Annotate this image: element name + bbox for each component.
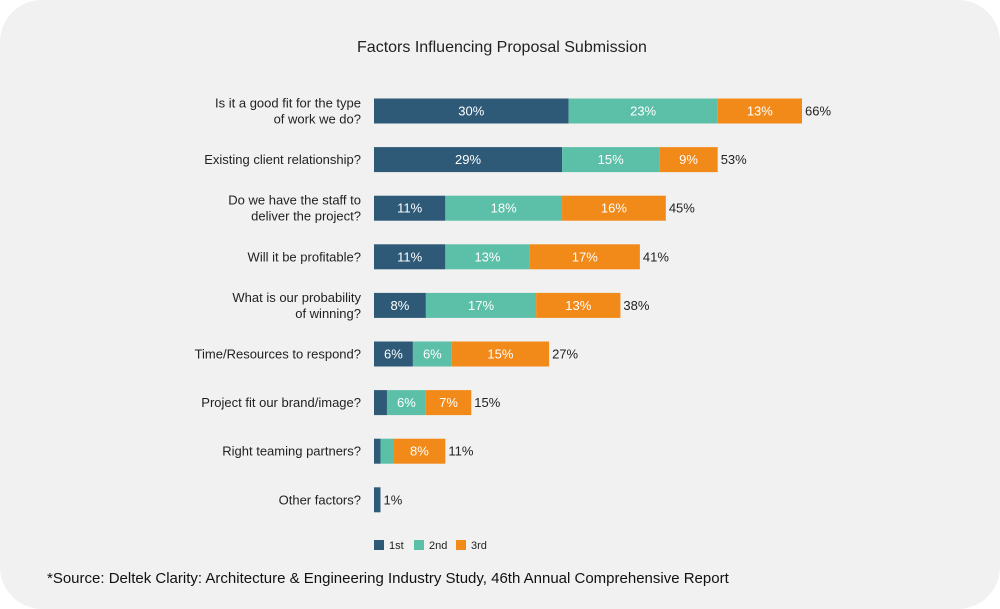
segment-value-label: 7% xyxy=(439,395,458,410)
category-label: Will it be profitable? xyxy=(248,249,361,264)
total-value-label: 41% xyxy=(643,249,669,264)
segment-value-label: 15% xyxy=(598,152,624,167)
segment-value-label: 13% xyxy=(565,298,591,313)
category-label: Existing client relationship? xyxy=(204,152,361,167)
segment-value-label: 18% xyxy=(491,201,517,216)
bar-segment-2nd xyxy=(386,390,426,416)
category-label-line: Will it be profitable? xyxy=(248,249,361,264)
segment-value-label: 17% xyxy=(572,249,598,264)
category-label-line: Do we have the staff to xyxy=(228,193,361,208)
segment-value-label: 6% xyxy=(423,347,442,362)
category-label-line: Right teaming partners? xyxy=(222,444,361,459)
bar-segment-1st xyxy=(374,390,387,416)
bars-group: Is it a good fit for the type of work we … xyxy=(195,96,831,513)
legend-label-1st: 1st xyxy=(389,540,404,552)
category-label-line: Time/Resources to respond? xyxy=(195,347,361,362)
bar-segment-1st xyxy=(374,487,381,513)
bar-segment-3rd xyxy=(536,292,621,318)
segment-value-label: 16% xyxy=(601,201,627,216)
category-label-line: deliver the project? xyxy=(251,209,361,224)
category-label-line: Project fit our brand/image? xyxy=(201,395,361,410)
category-label: What is our probability of winning? xyxy=(232,290,361,321)
segment-value-label: 15% xyxy=(487,347,513,362)
legend-swatch-1st xyxy=(374,540,384,550)
category-label: Right teaming partners? xyxy=(222,444,361,459)
bar-segment-2nd xyxy=(425,292,537,318)
bar-segment-2nd xyxy=(412,341,452,367)
legend-swatch-3rd xyxy=(456,540,466,550)
legend-label-3rd: 3rd xyxy=(471,540,487,552)
legend-swatch-2nd xyxy=(414,540,424,550)
bar-segment-2nd xyxy=(445,244,530,270)
segment-value-label: 30% xyxy=(458,104,484,119)
segment-value-label: 23% xyxy=(630,104,656,119)
total-value-label: 27% xyxy=(552,347,578,362)
bar-segment-3rd xyxy=(659,147,718,173)
bar-segment-3rd xyxy=(717,98,802,124)
category-label: Time/Resources to respond? xyxy=(195,347,361,362)
legend: 1st 2nd 3rd xyxy=(374,540,487,552)
bar-segment-2nd xyxy=(380,438,394,464)
bar-segment-2nd xyxy=(562,147,660,173)
total-value-label: 11% xyxy=(448,444,473,459)
category-label: Do we have the staff to deliver the proje… xyxy=(228,193,361,224)
bar-segment-2nd xyxy=(568,98,718,124)
bar-segment-1st xyxy=(374,292,426,318)
bar-segment-3rd xyxy=(425,390,472,416)
chart-title: Factors Influencing Proposal Submission xyxy=(357,39,647,56)
bar-segment-3rd xyxy=(529,244,640,270)
bar-segment-3rd xyxy=(451,341,550,367)
segment-value-label: 6% xyxy=(397,395,416,410)
bar-segment-1st xyxy=(374,341,413,367)
category-label: Other factors? xyxy=(279,492,361,507)
bar-segment-1st xyxy=(374,244,446,270)
total-value-label: 15% xyxy=(474,395,500,410)
segment-value-label: 11% xyxy=(397,201,422,216)
total-value-label: 53% xyxy=(721,152,747,167)
source-note: *Source: Deltek Clarity: Architecture & … xyxy=(47,570,730,587)
category-label-line: Other factors? xyxy=(279,492,361,507)
category-label-line: of winning? xyxy=(295,306,361,321)
bar-segment-1st xyxy=(374,98,569,124)
segment-value-label: 8% xyxy=(391,298,410,313)
category-label-line: of work we do? xyxy=(274,112,361,127)
segment-value-label: 13% xyxy=(747,104,773,119)
segment-value-label: 9% xyxy=(679,152,698,167)
total-value-label: 45% xyxy=(669,201,695,216)
legend-label-2nd: 2nd xyxy=(429,540,447,552)
total-value-label: 66% xyxy=(805,104,831,119)
segment-value-label: 8% xyxy=(410,444,429,459)
category-label: Is it a good fit for the type of work we … xyxy=(215,96,361,127)
total-value-label: 38% xyxy=(623,298,649,313)
segment-value-label: 29% xyxy=(455,152,481,167)
bar-segment-2nd xyxy=(445,195,563,221)
bar-segment-1st xyxy=(374,147,563,173)
segment-value-label: 13% xyxy=(474,249,500,264)
bar-segment-3rd xyxy=(393,438,446,464)
bar-segment-3rd xyxy=(562,195,666,221)
segment-value-label: 17% xyxy=(468,298,494,313)
bar-segment-1st xyxy=(374,195,446,221)
bar-segment-1st xyxy=(374,438,381,464)
category-label-line: Is it a good fit for the type xyxy=(215,96,361,111)
segment-value-label: 11% xyxy=(397,249,422,264)
category-label-line: Existing client relationship? xyxy=(204,152,361,167)
category-label-line: What is our probability xyxy=(232,290,361,305)
category-label: Project fit our brand/image? xyxy=(201,395,361,410)
segment-value-label: 6% xyxy=(384,347,403,362)
total-value-label: 1% xyxy=(383,492,402,507)
